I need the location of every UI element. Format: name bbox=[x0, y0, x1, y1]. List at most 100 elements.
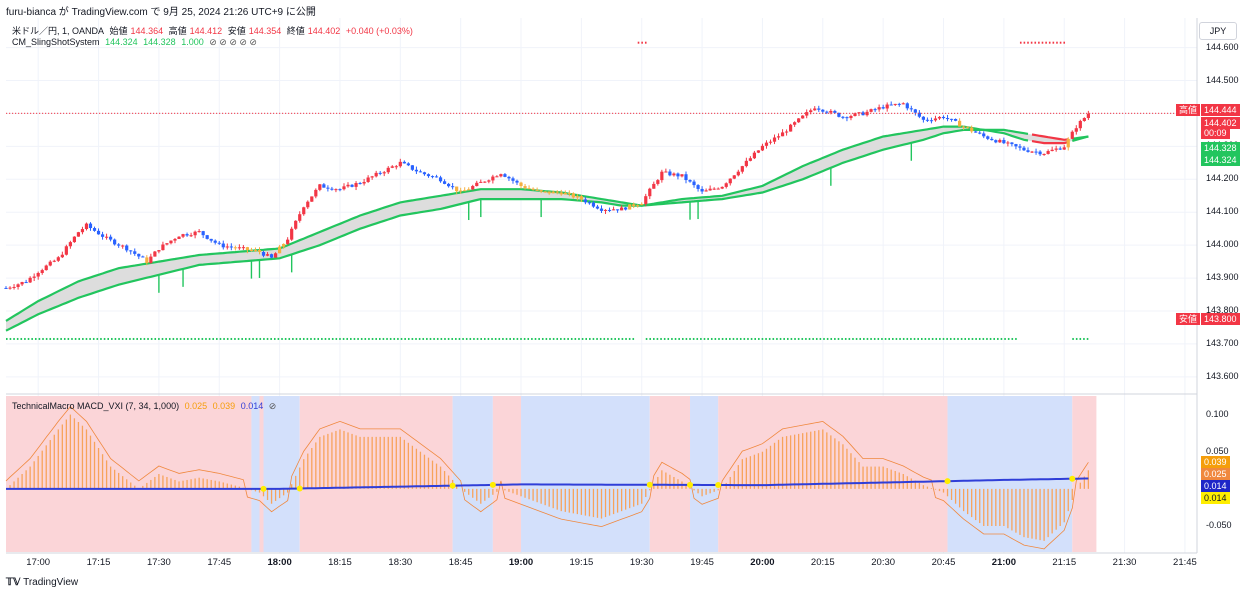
macd-histogram bbox=[5, 406, 1090, 550]
legend-close-label: 終値 bbox=[286, 26, 305, 36]
current-price-line-dot bbox=[1029, 112, 1031, 114]
support-dot bbox=[678, 337, 680, 340]
support-dot bbox=[696, 337, 699, 340]
current-price-line-dot bbox=[528, 112, 530, 114]
candle-body bbox=[1066, 138, 1070, 148]
support-dot bbox=[491, 337, 493, 340]
current-price-line-dot bbox=[804, 112, 806, 114]
support-dot bbox=[114, 337, 117, 340]
current-price-line-dot bbox=[1038, 112, 1040, 114]
current-price-line-dot bbox=[972, 112, 974, 114]
candle-body bbox=[471, 186, 475, 190]
support-dot bbox=[957, 337, 959, 340]
macd-zone-bull bbox=[649, 396, 691, 552]
macd-tag-1: 0.039 bbox=[1201, 456, 1230, 468]
candle-body bbox=[1018, 146, 1022, 148]
support-dot bbox=[656, 337, 659, 340]
current-price-line-dot bbox=[465, 112, 467, 114]
candle-body bbox=[519, 182, 523, 187]
candle-body bbox=[962, 126, 966, 128]
ema-fast-line bbox=[1031, 140, 1069, 145]
candle-body bbox=[487, 180, 491, 182]
current-price-line-dot bbox=[237, 112, 239, 114]
support-dot bbox=[895, 337, 898, 340]
candle-body bbox=[603, 209, 608, 211]
support-dot bbox=[324, 337, 327, 340]
support-dot bbox=[628, 337, 631, 340]
candle-body bbox=[100, 234, 105, 237]
current-price-line-dot bbox=[1065, 112, 1067, 114]
candle-body bbox=[676, 173, 680, 177]
current-price-line-dot bbox=[150, 112, 152, 114]
indicator-value-1: 144.324 bbox=[105, 37, 138, 47]
current-price-line-dot bbox=[318, 112, 320, 114]
candle-body bbox=[648, 188, 652, 197]
support-dot bbox=[266, 337, 269, 340]
macd-tag-4: 0.014 bbox=[1201, 492, 1230, 504]
current-price-line-dot bbox=[957, 112, 959, 114]
support-dot bbox=[1072, 337, 1074, 340]
support-dot bbox=[245, 337, 247, 340]
support-dot bbox=[371, 337, 374, 340]
candle-body bbox=[893, 103, 897, 105]
candle-body bbox=[805, 112, 809, 116]
hidden-icons[interactable]: ⊘ ⊘ ⊘ ⊘ ⊘ bbox=[209, 37, 257, 47]
current-price-line-dot bbox=[294, 112, 296, 114]
support-dot bbox=[484, 337, 486, 340]
candle-body bbox=[853, 113, 857, 117]
current-price-line-dot bbox=[624, 112, 626, 114]
support-dot bbox=[82, 337, 84, 340]
candle-body bbox=[290, 228, 294, 240]
indicator-value-3: 1.000 bbox=[181, 37, 204, 47]
current-price-line-dot bbox=[510, 112, 512, 114]
current-price-line-dot bbox=[1050, 112, 1052, 114]
resistance-dot bbox=[644, 41, 647, 44]
candle-body bbox=[700, 188, 704, 192]
current-price-line-dot bbox=[360, 112, 362, 114]
time-tick-label: 21:30 bbox=[1112, 557, 1137, 568]
candle-body bbox=[841, 116, 845, 118]
support-dot bbox=[863, 337, 865, 340]
support-dot bbox=[277, 337, 280, 340]
candle-body bbox=[4, 287, 8, 289]
support-dot bbox=[772, 337, 775, 340]
support-dot bbox=[779, 337, 782, 340]
time-tick-label: 19:30 bbox=[629, 557, 654, 568]
support-dot bbox=[288, 337, 291, 340]
current-price-line-dot bbox=[1149, 112, 1151, 114]
tradingview-brand[interactable]: 𝕋𝕍 TradingView bbox=[6, 577, 78, 588]
candle-body bbox=[607, 209, 612, 211]
support-dot bbox=[273, 337, 276, 340]
current-price-line-dot bbox=[768, 112, 770, 114]
candle-body bbox=[374, 172, 378, 177]
current-price-line-dot bbox=[867, 112, 869, 114]
candle-body bbox=[949, 118, 954, 120]
candle-body bbox=[772, 137, 777, 142]
candle-body bbox=[430, 176, 435, 178]
current-price-line-dot bbox=[558, 112, 560, 114]
current-price-line-dot bbox=[405, 112, 407, 114]
support-dot bbox=[1004, 337, 1006, 340]
current-price-line-dot bbox=[210, 112, 212, 114]
current-price-line-dot bbox=[939, 112, 941, 114]
support-dot bbox=[541, 337, 544, 340]
candle-body bbox=[672, 173, 676, 176]
indicator-name[interactable]: CM_SlingShotSystem bbox=[12, 37, 100, 47]
current-price-line-dot bbox=[1014, 112, 1016, 114]
support-dot bbox=[632, 337, 635, 340]
support-dot bbox=[469, 337, 472, 340]
current-price-line-dot bbox=[315, 112, 317, 114]
candle-body bbox=[438, 177, 443, 182]
macd-name[interactable]: TechnicalMacro MACD_VXI (7, 34, 1,000) bbox=[12, 401, 180, 411]
current-price-line-dot bbox=[1020, 112, 1022, 114]
currency-button[interactable]: JPY bbox=[1199, 22, 1237, 40]
current-price-line-dot bbox=[468, 112, 470, 114]
current-price-line-dot bbox=[51, 112, 53, 114]
legend-symbol[interactable]: 米ドル／円, 1, OANDA bbox=[12, 26, 105, 36]
candle-body bbox=[744, 160, 748, 167]
support-dot bbox=[100, 337, 102, 340]
current-price-line-dot bbox=[1071, 112, 1073, 114]
current-price-line-dot bbox=[153, 112, 155, 114]
current-price-line-dot bbox=[174, 112, 176, 114]
hidden-icon[interactable]: ⊘ bbox=[268, 401, 277, 411]
